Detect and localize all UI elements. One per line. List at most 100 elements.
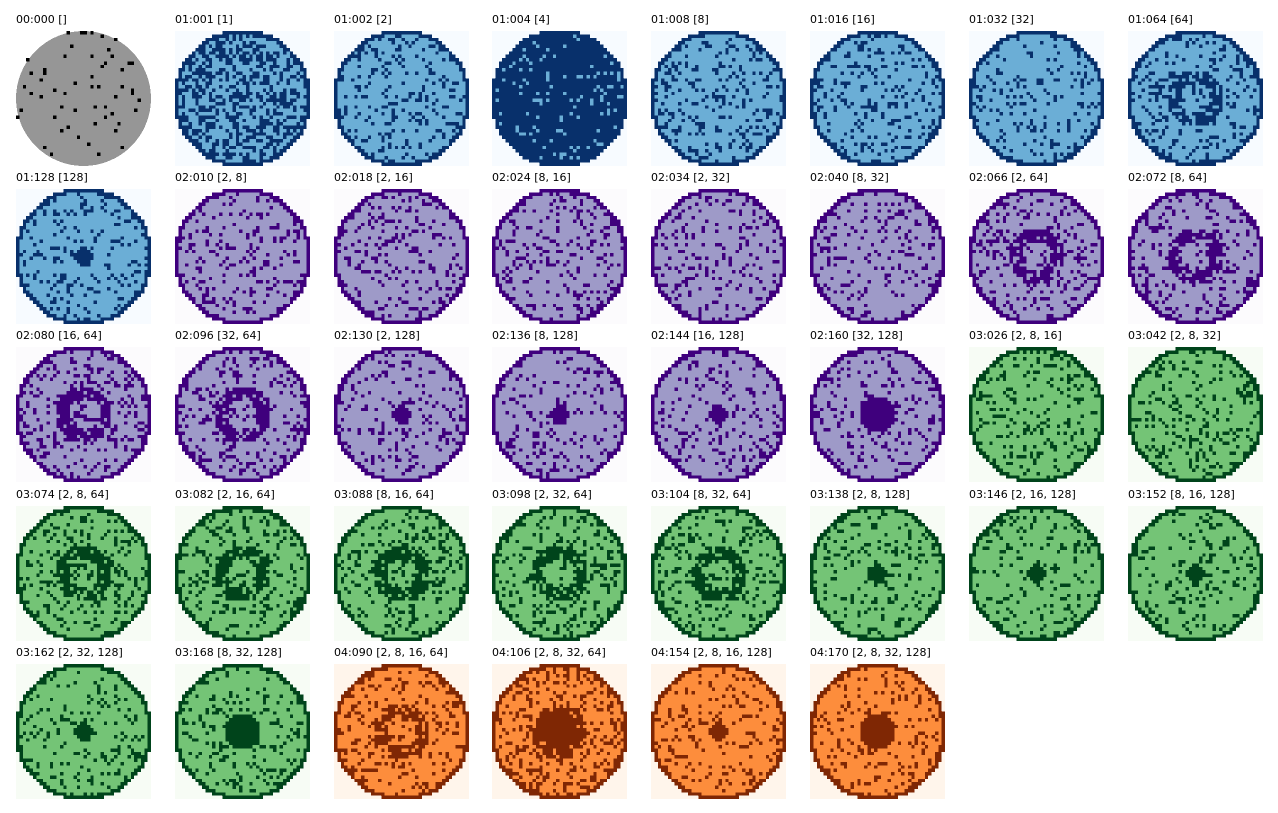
panel-label: 03:098 [2, 32, 64]	[492, 488, 592, 501]
pixel-disc	[175, 664, 310, 799]
panel-cell: 04:154 [2, 8, 16, 128]	[651, 646, 803, 799]
pixel-disc	[492, 347, 627, 482]
panel-label: 03:042 [2, 8, 32]	[1128, 329, 1221, 342]
panel-label: 01:016 [16]	[810, 13, 875, 26]
pixel-disc	[1128, 506, 1263, 641]
panel-label: 03:152 [8, 16, 128]	[1128, 488, 1235, 501]
panel-image	[334, 189, 469, 324]
panel-cell: 00:000 []	[16, 13, 168, 166]
pixel-disc	[175, 189, 310, 324]
pixel-disc	[810, 506, 945, 641]
panel-cell: 01:008 [8]	[651, 13, 803, 166]
disc-marks	[651, 189, 786, 324]
disc-marks	[651, 664, 786, 799]
panel-cell: 01:004 [4]	[492, 13, 644, 166]
panel-cell: 02:130 [2, 128]	[334, 329, 486, 482]
panel-label: 02:010 [2, 8]	[175, 171, 247, 184]
disc-marks	[492, 347, 627, 482]
panel-image	[651, 31, 786, 166]
disc-marks	[1128, 189, 1263, 324]
panel-image	[492, 664, 627, 799]
panel-label: 02:040 [8, 32]	[810, 171, 889, 184]
pixel-disc	[16, 506, 151, 641]
panel-label: 01:004 [4]	[492, 13, 550, 26]
panel-image	[969, 347, 1104, 482]
pixel-disc	[16, 664, 151, 799]
pixel-disc	[334, 31, 469, 166]
panel-cell: 02:144 [16, 128]	[651, 329, 803, 482]
pixel-disc	[810, 189, 945, 324]
panel-cell: 02:018 [2, 16]	[334, 171, 486, 324]
disc-marks	[334, 506, 469, 641]
panel-label: 01:001 [1]	[175, 13, 233, 26]
panel-cell: 04:090 [2, 8, 16, 64]	[334, 646, 486, 799]
panel-cell: 01:001 [1]	[175, 13, 327, 166]
panel-label: 02:034 [2, 32]	[651, 171, 730, 184]
panel-cell: 03:104 [8, 32, 64]	[651, 488, 803, 641]
panel-cell: 02:096 [32, 64]	[175, 329, 327, 482]
disc-marks	[175, 506, 310, 641]
pixel-disc	[175, 506, 310, 641]
panel-label: 01:032 [32]	[969, 13, 1034, 26]
panel-label: 03:088 [8, 16, 64]	[334, 488, 434, 501]
panel-cell: 02:160 [32, 128]	[810, 329, 962, 482]
panel-cell: 03:098 [2, 32, 64]	[492, 488, 644, 641]
panel-label: 01:002 [2]	[334, 13, 392, 26]
pixel-disc	[334, 664, 469, 799]
panel-image	[810, 664, 945, 799]
pixel-disc	[651, 31, 786, 166]
panel-image	[651, 664, 786, 799]
panel-label: 01:128 [128]	[16, 171, 88, 184]
pixel-disc	[334, 506, 469, 641]
panel-label: 02:096 [32, 64]	[175, 329, 261, 342]
panel-image	[334, 347, 469, 482]
panel-label: 04:170 [2, 8, 32, 128]	[810, 646, 931, 659]
panel-image	[1128, 189, 1263, 324]
pixel-disc	[16, 31, 151, 166]
pixel-disc	[492, 31, 627, 166]
panel-cell: 02:040 [8, 32]	[810, 171, 962, 324]
panel-label: 02:018 [2, 16]	[334, 171, 413, 184]
panel-image	[175, 506, 310, 641]
panel-image	[1128, 506, 1263, 641]
disc-marks	[334, 664, 469, 799]
panel-image	[492, 347, 627, 482]
panel-image	[16, 506, 151, 641]
panel-image	[175, 189, 310, 324]
panel-cell: 03:146 [2, 16, 128]	[969, 488, 1121, 641]
panel-label: 03:074 [2, 8, 64]	[16, 488, 109, 501]
disc-fill	[175, 347, 310, 482]
panel-image	[651, 347, 786, 482]
pixel-disc	[651, 506, 786, 641]
panel-label: 02:024 [8, 16]	[492, 171, 571, 184]
disc-marks	[1128, 506, 1263, 641]
panel-image	[175, 31, 310, 166]
pixel-disc	[175, 347, 310, 482]
panel-image	[334, 664, 469, 799]
panel-image	[810, 347, 945, 482]
pixel-disc	[492, 506, 627, 641]
panel-cell: 03:082 [2, 16, 64]	[175, 488, 327, 641]
panel-label: 04:154 [2, 8, 16, 128]	[651, 646, 772, 659]
panel-cell: 03:074 [2, 8, 64]	[16, 488, 168, 641]
panel-cell: 01:032 [32]	[969, 13, 1121, 166]
disc-marks	[810, 31, 945, 166]
pixel-disc	[334, 189, 469, 324]
panel-label: 04:106 [2, 8, 32, 64]	[492, 646, 606, 659]
disc-marks	[810, 664, 945, 799]
pixel-disc	[16, 189, 151, 324]
disc-marks	[175, 664, 310, 799]
panel-cell: 02:136 [8, 128]	[492, 329, 644, 482]
panel-cell: 01:002 [2]	[334, 13, 486, 166]
disc-marks	[16, 189, 151, 324]
panel-label: 03:104 [8, 32, 64]	[651, 488, 751, 501]
disc-marks	[492, 506, 627, 641]
pixel-disc	[969, 31, 1104, 166]
disc-marks	[651, 31, 786, 166]
panel-cell: 02:080 [16, 64]	[16, 329, 168, 482]
panel-label: 03:146 [2, 16, 128]	[969, 488, 1076, 501]
panel-image	[16, 31, 151, 166]
panel-label: 02:160 [32, 128]	[810, 329, 903, 342]
pixel-disc	[16, 347, 151, 482]
disc-marks	[16, 347, 151, 482]
